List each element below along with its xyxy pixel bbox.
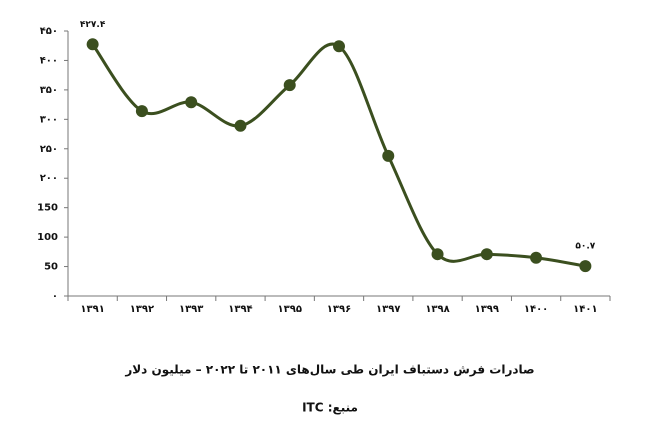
x-tick-label: ۱۳۹۴ [228,304,252,315]
x-tick-label: ۱۳۹۲ [130,304,154,315]
x-tick-label: ۱۳۹۱ [80,304,104,315]
line [91,42,586,268]
y-tick-label: ۴۰۰ [40,55,58,66]
y-tick-label: ۴۵۰ [40,26,58,37]
y-tick-label: 150 [37,203,58,214]
y-tick-label: ۳۰۰ [40,114,58,125]
chart-title: صادرات فرش دستباف ایران طی سال‌های ۲۰۱۱ … [124,363,534,378]
y-tick-label: ۲۰۰ [40,173,58,184]
x-tick-label: ۱۴۰۰ [524,304,548,315]
point [480,248,493,261]
point [333,40,345,53]
y-tick-label: ۰ [52,291,58,302]
x-tick-label: ۱۳۹۵ [278,304,302,315]
point [382,149,395,162]
point [86,38,99,51]
x-tick-label: ۱۳۹۸ [425,304,449,315]
point [234,119,247,132]
y-tick-label: ۲۵۰ [40,144,58,155]
point [431,248,444,261]
value-label: ۴۲۷.۴ [80,20,106,30]
y-tick-label: 50 [44,262,58,273]
point [530,251,543,264]
y-tick-label: ۳۵۰ [40,85,58,96]
x-tick-label: ۱۳۹۳ [179,304,203,315]
value-label: ۵۰.۷ [575,242,595,252]
x-tick-label: ۱۳۹۹ [475,304,499,315]
point [185,96,198,109]
source: منبع: ITC [302,401,358,415]
x-tick-label: ۱۳۹۶ [327,304,351,315]
point [135,105,148,118]
x-tick-label: ۱۳۹۷ [376,304,400,315]
x-tick-label: ۱۴۰۱ [573,304,597,315]
point [283,79,296,92]
point [579,260,592,273]
y-tick-label: 100 [37,232,58,243]
